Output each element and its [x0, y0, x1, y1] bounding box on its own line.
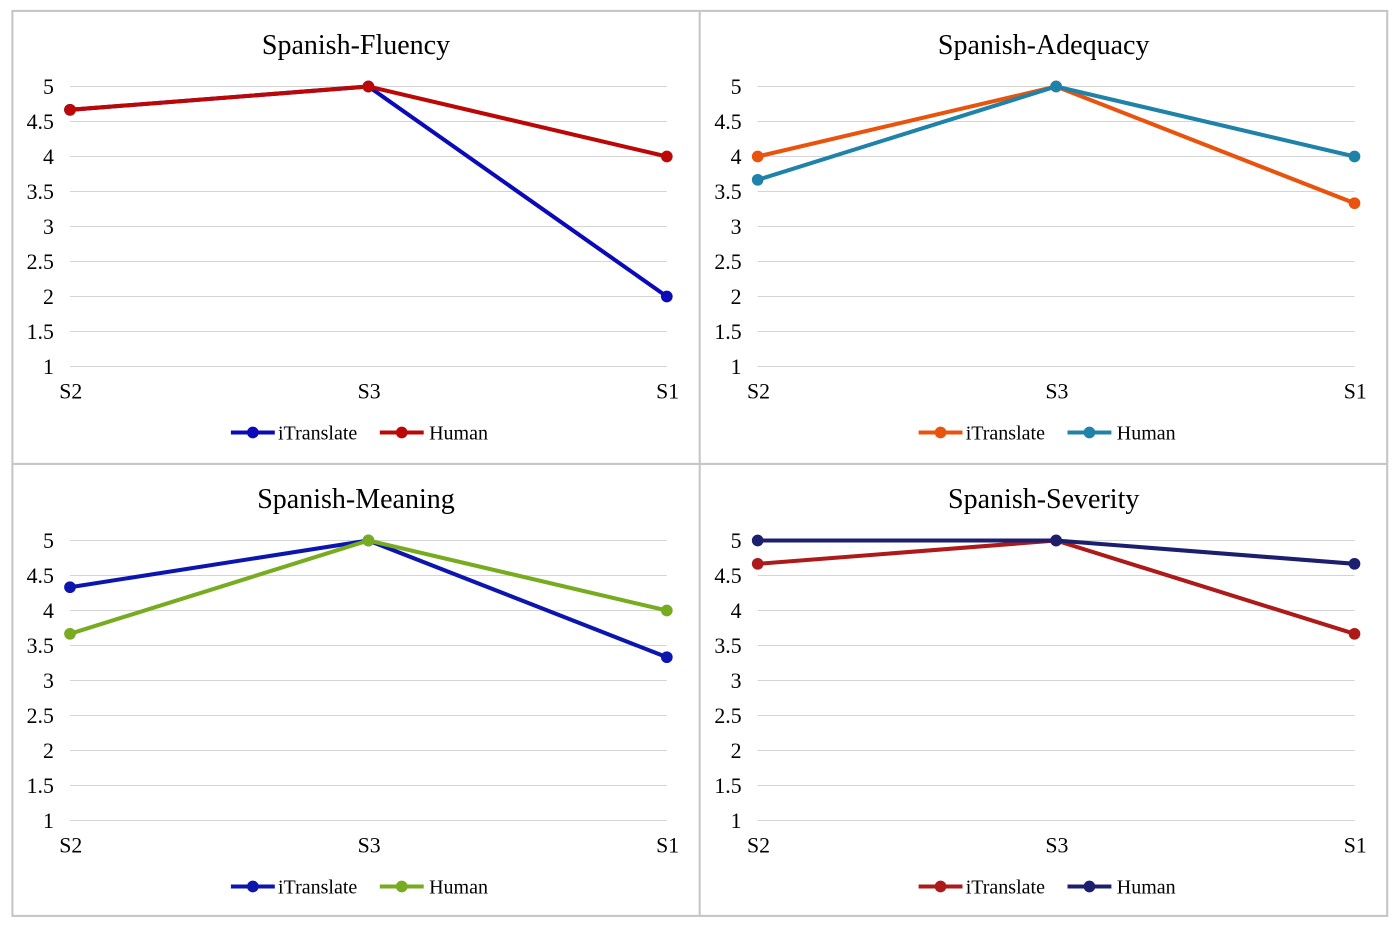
- svg-text:iTranslate: iTranslate: [278, 423, 357, 445]
- svg-text:5: 5: [43, 529, 54, 553]
- svg-text:4: 4: [43, 145, 54, 169]
- svg-text:1: 1: [731, 809, 742, 833]
- svg-text:Human: Human: [1117, 877, 1176, 899]
- svg-text:2.5: 2.5: [714, 250, 741, 274]
- svg-text:3: 3: [43, 669, 54, 693]
- svg-text:Spanish-Severity: Spanish-Severity: [948, 484, 1139, 515]
- svg-text:3: 3: [43, 215, 54, 239]
- svg-text:2.5: 2.5: [27, 704, 54, 728]
- svg-text:4.5: 4.5: [27, 110, 54, 134]
- svg-text:3.5: 3.5: [27, 180, 54, 204]
- svg-text:4.5: 4.5: [714, 564, 741, 588]
- svg-text:S2: S2: [747, 380, 770, 404]
- svg-text:3.5: 3.5: [714, 634, 741, 658]
- svg-text:2.5: 2.5: [714, 704, 741, 728]
- svg-text:S3: S3: [1045, 380, 1068, 404]
- svg-text:2: 2: [43, 739, 54, 763]
- svg-text:S3: S3: [358, 380, 381, 404]
- svg-text:iTranslate: iTranslate: [966, 423, 1045, 445]
- svg-text:3.5: 3.5: [714, 180, 741, 204]
- svg-text:1.5: 1.5: [27, 320, 54, 344]
- svg-text:3: 3: [731, 215, 742, 239]
- svg-text:3: 3: [731, 669, 742, 693]
- svg-text:S1: S1: [1344, 834, 1367, 858]
- svg-text:Human: Human: [429, 423, 488, 445]
- svg-text:4: 4: [731, 145, 742, 169]
- svg-text:2: 2: [731, 285, 742, 309]
- svg-text:S2: S2: [747, 834, 770, 858]
- svg-text:S1: S1: [656, 380, 679, 404]
- svg-text:S1: S1: [1344, 380, 1367, 404]
- svg-text:1: 1: [731, 355, 742, 379]
- svg-text:4.5: 4.5: [27, 564, 54, 588]
- svg-text:2.5: 2.5: [27, 250, 54, 274]
- svg-text:Human: Human: [429, 877, 488, 899]
- svg-text:5: 5: [731, 75, 742, 99]
- svg-text:1: 1: [43, 809, 54, 833]
- svg-text:Human: Human: [1117, 423, 1176, 445]
- svg-text:5: 5: [43, 75, 54, 99]
- svg-text:S2: S2: [59, 834, 82, 858]
- svg-text:1.5: 1.5: [27, 774, 54, 798]
- svg-text:2: 2: [731, 739, 742, 763]
- svg-text:4: 4: [43, 599, 54, 623]
- svg-text:4.5: 4.5: [714, 110, 741, 134]
- svg-text:S1: S1: [656, 834, 679, 858]
- svg-text:3.5: 3.5: [27, 634, 54, 658]
- svg-text:1.5: 1.5: [714, 774, 741, 798]
- svg-text:5: 5: [731, 529, 742, 553]
- svg-text:Spanish-Meaning: Spanish-Meaning: [257, 484, 455, 515]
- svg-text:iTranslate: iTranslate: [966, 877, 1045, 899]
- svg-text:S2: S2: [59, 380, 82, 404]
- svg-text:1.5: 1.5: [714, 320, 741, 344]
- svg-text:S3: S3: [1045, 834, 1068, 858]
- svg-text:Spanish-Adequacy: Spanish-Adequacy: [938, 30, 1150, 61]
- svg-text:S3: S3: [358, 834, 381, 858]
- svg-text:1: 1: [43, 355, 54, 379]
- svg-text:2: 2: [43, 285, 54, 309]
- svg-text:iTranslate: iTranslate: [278, 877, 357, 899]
- svg-text:Spanish-Fluency: Spanish-Fluency: [262, 30, 450, 61]
- svg-text:4: 4: [731, 599, 742, 623]
